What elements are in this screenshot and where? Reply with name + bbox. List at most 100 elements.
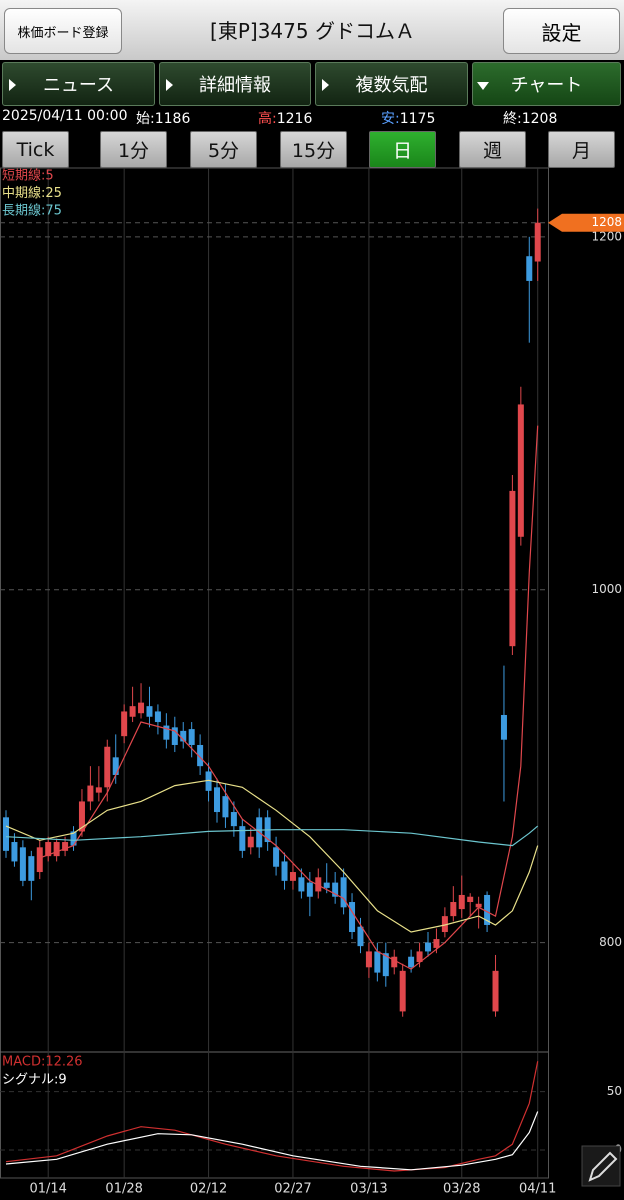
x-tick-label: 02/12 (190, 1182, 227, 1197)
candle-body (222, 796, 229, 818)
quote-value: 1216 (276, 111, 313, 127)
quote-label: 安: (381, 111, 400, 127)
last-price-label: 1208 (591, 215, 622, 229)
candle-body (382, 953, 389, 977)
legend-entry: 短期線:5 (2, 168, 54, 184)
y-tick-label: 1200 (591, 229, 622, 243)
candle-body (45, 842, 52, 857)
candle-body (112, 757, 119, 775)
candle-body (138, 702, 145, 714)
candle-body (509, 490, 516, 647)
pencil-button[interactable] (581, 1145, 621, 1187)
candle-body (239, 826, 246, 851)
register-button[interactable]: 株価ボード登録 (4, 8, 122, 54)
candle-body (129, 706, 136, 717)
candle-body (154, 711, 161, 723)
tab-button[interactable]: 詳細情報 (159, 62, 311, 106)
candle-body (163, 725, 170, 740)
candle-body (484, 894, 491, 925)
candle-body (433, 939, 440, 948)
pencil-icon[interactable] (581, 1145, 621, 1187)
macd-line (5, 1111, 539, 1171)
candle-body (146, 706, 153, 717)
quote-value: 1208 (521, 111, 558, 127)
candle-body (28, 856, 35, 881)
candle-body (19, 847, 26, 881)
candle-body (374, 951, 381, 973)
candle-body (492, 970, 499, 1012)
y-tick-label: 800 (599, 935, 622, 949)
tab-button[interactable]: 複数気配 (315, 62, 468, 106)
candle-body (188, 729, 195, 745)
tab-arrow (477, 82, 489, 90)
tab-arrow (322, 79, 329, 91)
candle-body (315, 877, 322, 892)
period-button[interactable]: 週 (459, 131, 526, 168)
candle-body (399, 970, 406, 1012)
candle-body (517, 404, 524, 537)
period-button[interactable]: 日 (369, 131, 436, 168)
quote-item: 高:1216 (258, 108, 312, 128)
macd-legend-entry: MACD:12.26 (2, 1055, 83, 1070)
last-price-tag (548, 213, 624, 232)
stock-title: [東P]3475 グドコムＡ (210, 19, 415, 43)
candle-body (197, 744, 204, 767)
candle-body (526, 256, 533, 281)
candle-body (171, 727, 178, 745)
candle-body (36, 847, 43, 873)
candle-body (87, 785, 94, 802)
period-button[interactable]: Tick (2, 131, 69, 168)
moving-average-line (39, 425, 539, 970)
tab-button[interactable]: チャート (472, 62, 621, 106)
candle-body (273, 847, 280, 867)
period-button[interactable]: 15分 (280, 131, 347, 168)
candle-body (450, 902, 457, 917)
quote-date: 2025/04/11 00:00 (2, 108, 128, 124)
plot-frame (0, 167, 549, 1179)
candle-body (205, 771, 212, 791)
legend-entry: 長期線:75 (2, 203, 62, 219)
period-button[interactable]: 5分 (190, 131, 257, 168)
candle-body (458, 894, 465, 910)
tab-button[interactable]: ニュース (2, 62, 155, 106)
tab-arrow (9, 79, 16, 91)
candle-body (3, 817, 9, 851)
candle-body (500, 714, 507, 740)
candle-body (340, 877, 347, 908)
x-tick-label: 04/11 (519, 1182, 556, 1197)
x-tick-label: 02/27 (274, 1182, 311, 1197)
candle-body (323, 882, 330, 888)
candle-body (247, 836, 254, 848)
macd-legend-entry: シグナル:9 (2, 1073, 67, 1088)
quote-item: 安:1175 (381, 108, 435, 128)
quote-item: 終:1208 (503, 108, 557, 128)
candle-body (298, 877, 305, 892)
x-tick-label: 01/14 (29, 1182, 66, 1197)
tab-arrow (166, 79, 173, 91)
moving-average-line (5, 825, 539, 847)
x-tick-label: 03/28 (443, 1182, 480, 1197)
candle-body (534, 222, 541, 262)
x-tick-label: 01/28 (105, 1182, 142, 1197)
candle-body (425, 942, 431, 952)
candle-body (104, 746, 111, 788)
candle-body (121, 711, 128, 737)
quote-label: 始: (136, 111, 155, 127)
legend-entry: 中期線:25 (2, 185, 62, 201)
candle-body (365, 951, 372, 968)
candle-body (78, 801, 85, 832)
settings-button[interactable]: 設定 (503, 8, 620, 54)
candle-body (357, 926, 364, 947)
period-button[interactable]: 1分 (100, 131, 167, 168)
candle-body (441, 916, 448, 933)
candle-body (391, 956, 398, 968)
candle-body (230, 812, 237, 827)
moving-average-line (5, 779, 539, 933)
x-tick-label: 03/13 (350, 1182, 387, 1197)
quote-label: 終: (503, 111, 522, 127)
candle-body (475, 903, 482, 908)
candle-body (70, 831, 77, 846)
macd-tick-label: 50 (607, 1084, 622, 1098)
quote-label: 高: (258, 111, 277, 127)
period-button[interactable]: 月 (548, 131, 615, 168)
